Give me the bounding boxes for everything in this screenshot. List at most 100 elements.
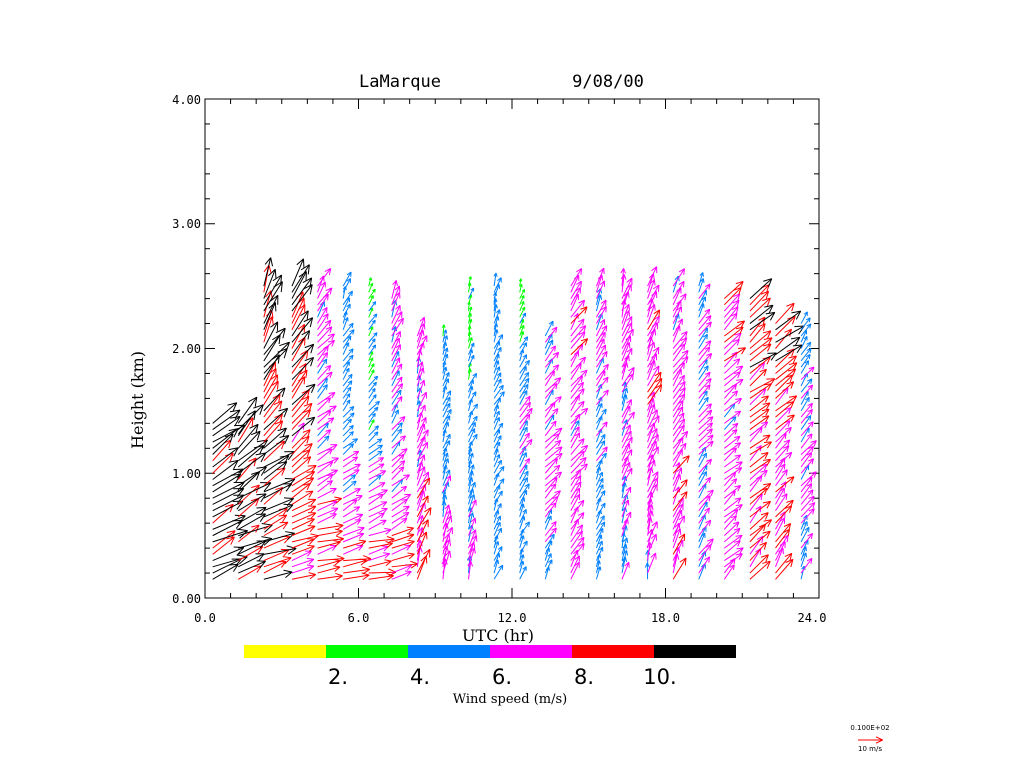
wind-vector: [544, 320, 554, 337]
wind-vector: [723, 416, 737, 430]
wind-vector: [416, 316, 426, 337]
wind-vector: [775, 476, 795, 493]
wind-vector: [291, 525, 316, 537]
wind-vector: [468, 452, 474, 468]
wind-vector: [342, 469, 360, 480]
wind-vector: [291, 443, 313, 462]
wind-vector: [749, 330, 772, 349]
wind-vector: [493, 546, 503, 561]
wind-vector: [391, 396, 403, 412]
wind-vector: [800, 526, 810, 543]
wind-vector: [570, 530, 583, 549]
wind-vector: [368, 463, 385, 474]
wind-vector: [468, 306, 473, 318]
wind-vector: [596, 446, 608, 462]
wind-vector: [317, 333, 335, 349]
wind-vector: [723, 564, 735, 580]
wind-vector: [468, 464, 475, 480]
wind-vector: [672, 268, 685, 287]
wind-vector: [749, 311, 776, 331]
wind-vector: [368, 457, 384, 468]
wind-vector: [493, 435, 502, 449]
wind-vector: [263, 451, 295, 468]
wind-vector: [621, 561, 630, 580]
wind-vector: [800, 458, 814, 474]
wind-vector: [391, 435, 406, 449]
wind-vector: [570, 338, 589, 356]
wind-vector: [416, 531, 428, 555]
wind-vector: [647, 341, 656, 362]
wind-vector: [212, 459, 239, 480]
wind-vector: [468, 481, 476, 499]
wind-vector: [368, 493, 384, 505]
wind-vector: [672, 356, 689, 374]
wind-vector: [442, 509, 452, 530]
reference-arrow: [858, 736, 883, 744]
wind-vector: [723, 306, 739, 324]
wind-vector: [749, 554, 769, 574]
wind-vector: [544, 439, 562, 455]
wind-vectors: [212, 257, 817, 581]
wind-vector: [468, 428, 476, 443]
colorbar-bin: [654, 645, 736, 658]
wind-vector: [698, 538, 714, 555]
wind-vector: [595, 540, 603, 555]
wind-vector: [698, 471, 707, 486]
wind-vector: [442, 504, 451, 524]
wind-vector: [263, 374, 279, 399]
wind-vector: [570, 400, 585, 418]
wind-vector: [237, 524, 260, 543]
wind-vector: [342, 290, 353, 306]
wind-vector: [291, 383, 316, 406]
wind-vector: [723, 429, 738, 443]
wind-vector: [493, 515, 501, 530]
wind-vector: [800, 347, 812, 362]
wind-vector: [468, 410, 474, 424]
wind-vector: [672, 557, 687, 580]
wind-vector: [596, 421, 608, 437]
wind-vector: [368, 431, 379, 443]
wind-vector: [724, 320, 746, 337]
colorbar-label: Wind speed (m/s): [453, 692, 567, 707]
wind-vector: [493, 540, 500, 555]
wind-vector: [621, 430, 632, 449]
wind-vector: [724, 347, 746, 362]
wind-vector: [775, 344, 803, 362]
wind-vector: [391, 552, 415, 562]
wind-vector: [698, 378, 712, 393]
colorbar-tick-label: 2.: [328, 665, 348, 689]
wind-vector: [723, 287, 742, 306]
wind-vector: [723, 299, 740, 318]
wind-vector: [368, 527, 392, 537]
wind-vector: [391, 474, 410, 487]
wind-vector: [343, 539, 367, 549]
wind-vector: [775, 445, 790, 462]
wind-vector: [698, 556, 711, 574]
x-tick-label: 24.0: [798, 611, 827, 625]
wind-vector: [570, 543, 585, 561]
wind-vector: [317, 319, 332, 337]
wind-vector: [317, 281, 326, 299]
wind-vector: [800, 360, 810, 374]
wind-vector: [368, 507, 388, 518]
wind-vector: [519, 324, 525, 337]
wind-vector: [391, 570, 412, 580]
wind-vector: [698, 428, 713, 443]
wind-vector: [442, 469, 451, 486]
wind-vector: [724, 521, 740, 536]
wind-vector: [621, 277, 633, 299]
wind-vector: [263, 497, 294, 512]
chart-title-station: LaMarque: [359, 72, 441, 92]
wind-vector: [342, 348, 354, 362]
wind-vector: [342, 488, 361, 499]
wind-vector: [212, 530, 236, 549]
wind-vector: [212, 536, 235, 555]
wind-vector: [317, 555, 345, 563]
wind-vector: [596, 452, 607, 468]
wind-vector: [570, 331, 586, 349]
wind-vector: [391, 285, 401, 306]
wind-vector: [493, 441, 501, 455]
wind-vector: [570, 536, 585, 555]
wind-vector: [570, 432, 581, 449]
wind-vector: [749, 500, 771, 518]
